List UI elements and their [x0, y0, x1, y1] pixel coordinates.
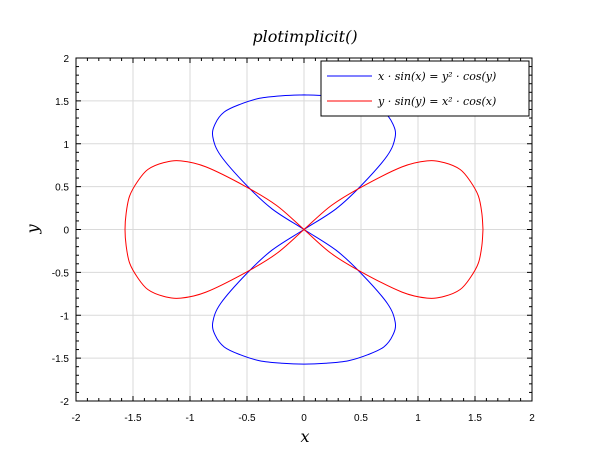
x-tick-label: 1.5 [468, 413, 482, 424]
y-axis-label: y [23, 224, 42, 235]
x-tick-label: 0 [301, 413, 307, 424]
x-tick-label: -2 [72, 413, 81, 424]
series-1-curve [211, 94, 397, 365]
y-tick-label: -1 [60, 311, 69, 322]
y-tick-label: -2 [60, 397, 69, 408]
x-tick-label: -1 [186, 413, 195, 424]
x-tick-label: 2 [529, 413, 535, 424]
legend-box [320, 60, 530, 117]
y-tick-label: 0 [63, 226, 69, 237]
y-axis-tick-labels: -2 -1.5 -1 -0.5 0 0.5 1 1.5 2 [52, 54, 70, 408]
axis-ticks [75, 57, 533, 402]
y-tick-label: -0.5 [52, 268, 70, 279]
legend-label-series-1: x · sin(x) = y² · cos(y) [378, 70, 496, 83]
x-tick-label: -1.5 [124, 413, 142, 424]
x-tick-label: 1 [415, 413, 421, 424]
x-tick-label: -0.5 [238, 413, 256, 424]
chart-title: plotimplicit() [252, 27, 357, 46]
x-tick-label: 0.5 [354, 413, 368, 424]
y-tick-label: 1.5 [55, 97, 69, 108]
x-axis-label: x [300, 427, 309, 446]
y-tick-label: -1.5 [52, 354, 70, 365]
series-curves [124, 94, 484, 365]
legend-label-series-2: y · sin(y) = x² · cos(x) [377, 95, 496, 108]
series-2-curve [124, 160, 484, 299]
y-tick-label: 1 [63, 140, 69, 151]
x-axis-tick-labels: -2 -1.5 -1 -0.5 0 0.5 1 1.5 2 [72, 413, 536, 424]
y-tick-label: 2 [63, 54, 69, 65]
y-tick-label: 0.5 [55, 183, 69, 194]
legend: x · sin(x) = y² · cos(y) y · sin(y) = x²… [320, 60, 530, 117]
